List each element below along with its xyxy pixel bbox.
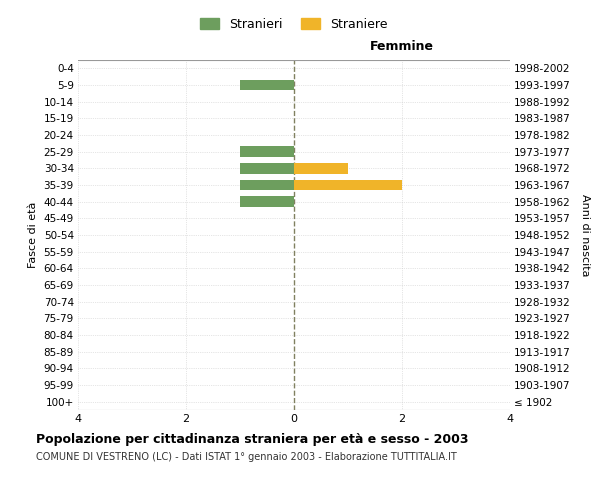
Bar	[240, 80, 294, 90]
Text: Popolazione per cittadinanza straniera per età e sesso - 2003: Popolazione per cittadinanza straniera p…	[36, 432, 469, 446]
Y-axis label: Anni di nascita: Anni di nascita	[580, 194, 590, 276]
Bar	[240, 146, 294, 157]
Bar	[240, 163, 294, 174]
Bar	[240, 196, 294, 207]
Y-axis label: Fasce di età: Fasce di età	[28, 202, 38, 268]
Bar	[294, 180, 402, 190]
Text: COMUNE DI VESTRENO (LC) - Dati ISTAT 1° gennaio 2003 - Elaborazione TUTTITALIA.I: COMUNE DI VESTRENO (LC) - Dati ISTAT 1° …	[36, 452, 457, 462]
Legend: Stranieri, Straniere: Stranieri, Straniere	[197, 14, 391, 34]
Bar	[240, 180, 294, 190]
Bar	[294, 163, 348, 174]
Text: Femmine: Femmine	[370, 40, 434, 53]
